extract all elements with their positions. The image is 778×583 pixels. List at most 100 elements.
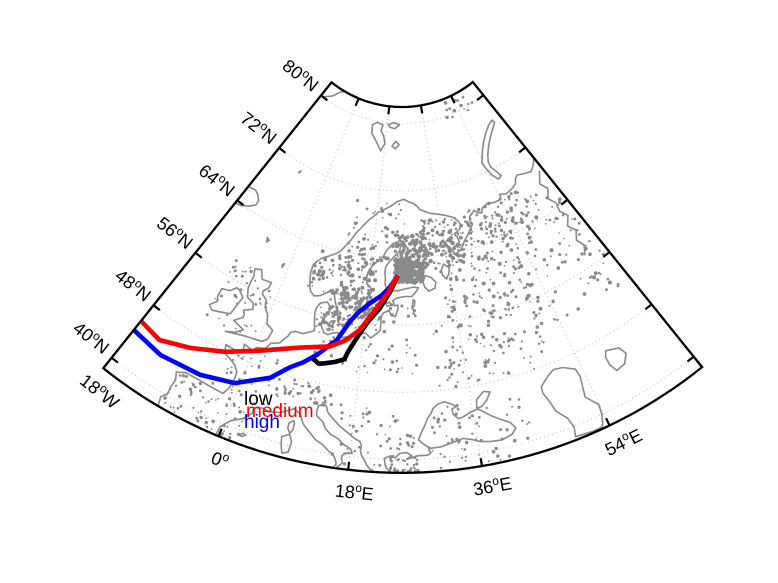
tick-mark — [354, 97, 360, 107]
speckle — [320, 306, 322, 309]
speckle — [455, 277, 459, 282]
speckle — [599, 273, 602, 276]
speckle — [236, 432, 241, 436]
speckle — [449, 284, 452, 287]
speckle — [538, 306, 543, 311]
speckle — [391, 414, 395, 418]
speckle — [226, 426, 229, 428]
speckle — [348, 266, 352, 271]
speckle — [497, 213, 501, 217]
speckle — [509, 313, 512, 317]
speckle — [262, 398, 265, 401]
speckle — [361, 292, 363, 295]
speckle — [503, 231, 506, 234]
speckle — [472, 293, 475, 296]
speckle — [441, 220, 446, 224]
coast-mediterranean-west — [215, 406, 337, 468]
speckle — [180, 380, 184, 384]
speckle — [320, 265, 324, 269]
speckle — [430, 426, 434, 429]
speckle — [351, 288, 355, 291]
speckle — [498, 343, 502, 348]
speckle — [469, 228, 473, 232]
speckle — [486, 215, 488, 218]
speckle — [401, 245, 404, 248]
speckle — [314, 401, 317, 404]
speckle — [293, 378, 297, 382]
speckle — [524, 286, 528, 289]
speckle — [468, 231, 473, 235]
speckle — [435, 231, 438, 234]
speckle — [434, 249, 438, 253]
speckle — [509, 231, 513, 235]
speckle — [593, 271, 598, 276]
speckle — [400, 254, 404, 258]
speckle — [320, 316, 322, 319]
speckle — [443, 226, 446, 229]
speckle — [343, 266, 346, 269]
speckle — [525, 251, 529, 255]
speckle — [408, 265, 412, 269]
speckle — [448, 376, 451, 379]
speckle — [354, 301, 358, 306]
speckle — [459, 359, 462, 362]
speckle — [483, 214, 487, 218]
speckle — [445, 255, 448, 258]
speckle — [396, 447, 399, 450]
speckle — [346, 295, 350, 298]
speckle — [397, 255, 400, 258]
speckle — [332, 336, 335, 339]
speckle — [455, 404, 459, 407]
speckle — [259, 302, 262, 305]
trajectory-high — [127, 274, 400, 386]
speckle — [511, 405, 514, 408]
speckle — [405, 280, 410, 285]
speckle — [396, 230, 399, 234]
speckle — [534, 268, 538, 271]
speckle — [542, 258, 546, 262]
speckle — [338, 311, 342, 315]
speckle — [442, 249, 445, 253]
speckle — [458, 425, 462, 429]
speckle — [342, 287, 347, 292]
speckle — [322, 269, 326, 273]
speckle — [263, 355, 266, 358]
speckle — [512, 265, 515, 269]
speckle — [525, 205, 528, 208]
speckle — [491, 335, 495, 339]
speckle — [390, 465, 392, 468]
speckle — [230, 391, 233, 394]
map-boundary — [101, 80, 704, 474]
speckle — [360, 269, 363, 272]
speckle — [467, 209, 471, 212]
speckle — [218, 317, 221, 320]
speckle — [168, 387, 172, 390]
speckle — [342, 294, 346, 297]
lon-label-18: 18oE — [334, 479, 375, 505]
speckle — [485, 232, 488, 235]
speckle — [402, 243, 405, 247]
speckle — [384, 226, 388, 230]
speckle — [330, 311, 334, 315]
speckle — [328, 308, 331, 311]
speckle — [444, 349, 448, 354]
speckle — [371, 287, 376, 292]
speckle — [529, 195, 532, 198]
speckle — [327, 290, 330, 293]
speckle — [428, 247, 432, 250]
speckle — [460, 232, 462, 235]
speckle — [542, 341, 545, 344]
speckle — [365, 207, 369, 211]
meridian-54 — [450, 95, 611, 426]
speckle — [401, 459, 404, 462]
speckle — [514, 203, 517, 207]
speckle — [292, 387, 295, 390]
speckle — [320, 249, 325, 254]
speckle — [404, 468, 407, 471]
speckle — [412, 463, 416, 467]
speckle — [460, 456, 464, 459]
speckle — [470, 101, 474, 104]
speckle — [461, 351, 464, 354]
speckle — [471, 432, 474, 435]
speckle — [292, 395, 295, 398]
